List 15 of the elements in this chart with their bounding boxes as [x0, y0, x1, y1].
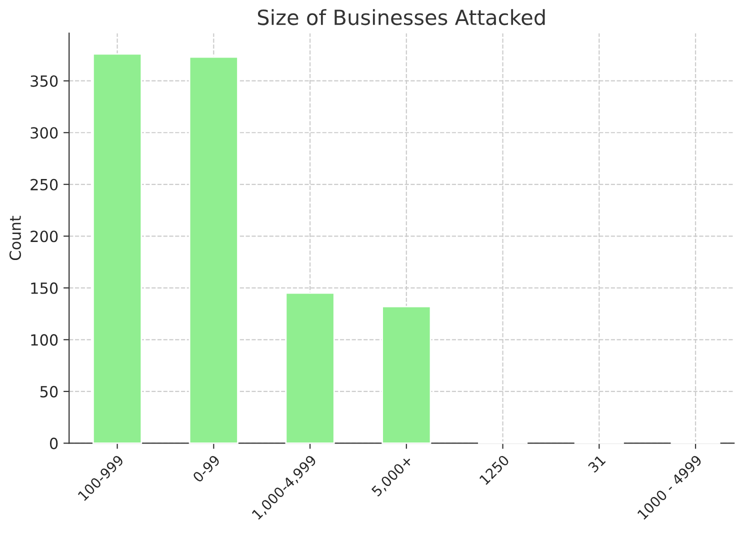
y-tick-label: 200 — [30, 230, 58, 242]
bar — [188, 56, 238, 444]
y-tick-label: 150 — [31, 282, 58, 294]
bar — [92, 53, 142, 444]
x-tick-label: 31 — [588, 454, 606, 473]
bar — [285, 292, 335, 444]
y-tick-label: 250 — [30, 178, 58, 190]
chart-title: Size of Businesses Attacked — [258, 9, 545, 26]
y-tick-label: 0 — [50, 438, 58, 450]
bar — [382, 306, 432, 444]
y-tick-label: 100 — [31, 334, 58, 346]
y-tick-label: 50 — [40, 386, 58, 398]
y-tick-label: 300 — [30, 127, 58, 139]
y-tick-label: 350 — [30, 75, 58, 87]
y-axis-title: Count — [9, 216, 22, 260]
